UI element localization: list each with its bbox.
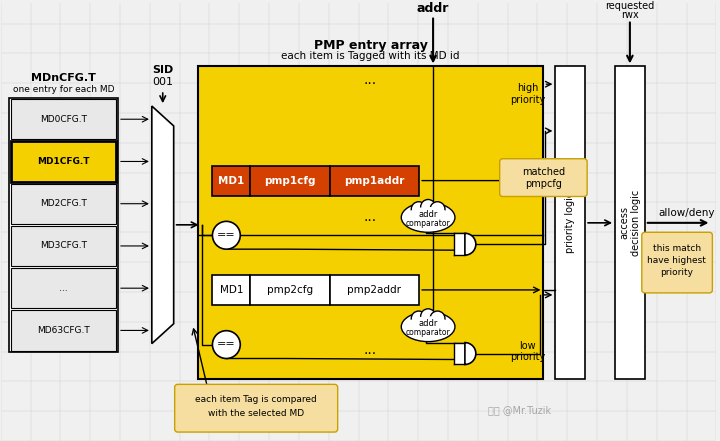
Text: 001: 001	[152, 77, 174, 87]
Text: MD1: MD1	[218, 176, 245, 186]
FancyBboxPatch shape	[197, 66, 544, 379]
Polygon shape	[152, 106, 174, 344]
FancyBboxPatch shape	[11, 183, 116, 224]
Text: ...: ...	[364, 73, 377, 87]
Text: comparator: comparator	[406, 328, 451, 337]
FancyBboxPatch shape	[175, 385, 338, 432]
Text: MD1: MD1	[220, 285, 243, 295]
Bar	[454, 233, 465, 255]
Wedge shape	[465, 343, 476, 364]
Ellipse shape	[405, 207, 451, 228]
FancyBboxPatch shape	[251, 275, 330, 305]
Ellipse shape	[401, 202, 455, 232]
Text: addr: addr	[418, 319, 438, 328]
FancyBboxPatch shape	[330, 166, 419, 195]
Circle shape	[411, 311, 426, 326]
Bar	[454, 343, 465, 364]
Circle shape	[430, 311, 445, 326]
Text: ...: ...	[59, 284, 68, 293]
FancyBboxPatch shape	[11, 310, 116, 351]
Text: addr: addr	[417, 2, 449, 15]
FancyBboxPatch shape	[642, 232, 712, 293]
Text: pmp2addr: pmp2addr	[348, 285, 402, 295]
Text: ...: ...	[364, 210, 377, 224]
Text: low
priority: low priority	[510, 341, 545, 363]
Text: each item is Tagged with its MD id: each item is Tagged with its MD id	[282, 51, 460, 61]
Text: ==: ==	[217, 340, 235, 350]
Text: matched: matched	[522, 167, 565, 177]
Text: high
priority: high priority	[510, 83, 545, 105]
Text: ==: ==	[217, 230, 235, 240]
FancyBboxPatch shape	[9, 98, 118, 351]
Text: MDnCFG.T: MDnCFG.T	[31, 73, 96, 83]
Text: requested: requested	[606, 1, 654, 11]
Text: addr: addr	[418, 210, 438, 219]
Text: priority: priority	[660, 268, 693, 277]
Text: rwx: rwx	[621, 10, 639, 19]
Text: MD2CFG.T: MD2CFG.T	[40, 199, 87, 208]
Circle shape	[420, 309, 436, 324]
FancyBboxPatch shape	[212, 275, 251, 305]
Text: MD3CFG.T: MD3CFG.T	[40, 241, 87, 250]
Text: pmp2cfg: pmp2cfg	[267, 285, 313, 295]
Circle shape	[212, 331, 240, 359]
Circle shape	[420, 199, 436, 214]
Text: pmp1cfg: pmp1cfg	[264, 176, 315, 186]
FancyBboxPatch shape	[500, 159, 587, 197]
Wedge shape	[465, 233, 476, 255]
FancyBboxPatch shape	[555, 66, 585, 379]
Text: ...: ...	[364, 343, 377, 357]
Text: PMP entry array: PMP entry array	[313, 39, 428, 52]
FancyBboxPatch shape	[11, 268, 116, 308]
Text: MD0CFG.T: MD0CFG.T	[40, 115, 87, 124]
Text: MD63CFG.T: MD63CFG.T	[37, 326, 90, 335]
Text: priority logic: priority logic	[565, 192, 575, 254]
FancyBboxPatch shape	[251, 166, 330, 195]
Text: MD1CFG.T: MD1CFG.T	[37, 157, 89, 166]
Text: pmpcfg: pmpcfg	[525, 179, 562, 189]
Ellipse shape	[401, 312, 455, 342]
FancyBboxPatch shape	[330, 275, 419, 305]
Text: have highest: have highest	[647, 256, 706, 265]
Text: 知乎 @Mr.Tuzik: 知乎 @Mr.Tuzik	[487, 405, 551, 415]
FancyBboxPatch shape	[11, 141, 116, 182]
Ellipse shape	[405, 316, 451, 337]
Text: this match: this match	[652, 244, 701, 253]
FancyBboxPatch shape	[615, 66, 645, 379]
Text: allow/deny: allow/deny	[658, 208, 715, 218]
FancyBboxPatch shape	[11, 226, 116, 266]
Text: access
decision logic: access decision logic	[619, 190, 641, 256]
Circle shape	[212, 221, 240, 249]
Text: SID: SID	[152, 65, 174, 75]
FancyBboxPatch shape	[11, 99, 116, 139]
Text: one entry for each MD: one entry for each MD	[13, 85, 114, 93]
FancyBboxPatch shape	[212, 166, 251, 195]
Circle shape	[430, 202, 445, 217]
Circle shape	[411, 202, 426, 217]
Text: with the selected MD: with the selected MD	[208, 409, 305, 418]
Text: comparator: comparator	[406, 219, 451, 228]
Text: each item Tag is compared: each item Tag is compared	[195, 395, 317, 404]
Text: pmp1addr: pmp1addr	[344, 176, 405, 186]
